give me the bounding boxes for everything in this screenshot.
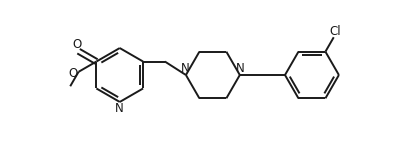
Text: N: N bbox=[236, 62, 245, 75]
Text: O: O bbox=[72, 38, 82, 51]
Text: N: N bbox=[115, 102, 124, 115]
Text: O: O bbox=[68, 66, 78, 80]
Text: N: N bbox=[181, 62, 190, 75]
Text: Cl: Cl bbox=[330, 25, 341, 38]
